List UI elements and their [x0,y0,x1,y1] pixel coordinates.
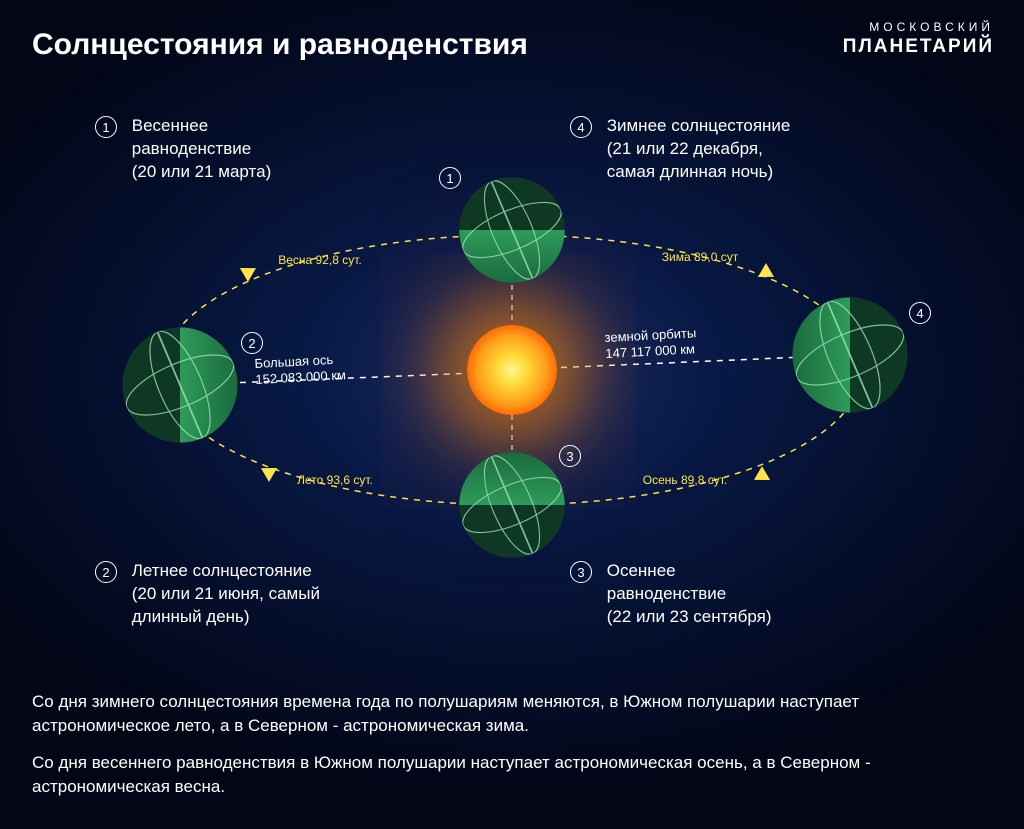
logo: МОСКОВСКИЙ ПЛАНЕТАРИЙ [843,20,994,58]
earth-1 [457,175,567,285]
label-2-num: 2 [95,561,117,583]
season-winter: Зима 89,0 сут [662,250,738,264]
page-title: Солнцестояния и равноденствия [32,28,528,62]
footer-p2: Со дня весеннего равноденствия в Южном п… [32,751,992,799]
label-1-title: Весеннееравноденствие [132,116,251,158]
season-autumn: Осень 89,8 сут. [643,473,727,487]
season-spring: Весна 92,8 сут. [278,253,362,267]
label-3-note: (22 или 23 сентября) [607,607,772,626]
label-4-num: 4 [570,116,592,138]
label-4-title: Зимнее солнцестояние [607,116,791,135]
label-3-title: Осеннееравноденствие [607,561,726,603]
label-4-note: (21 или 22 декабря,самая длинная ночь) [607,139,773,181]
orbit-diagram: 1 2 3 4 Весна 92,8 сут. Зима 89,0 сут Ле… [0,100,1024,640]
earth-badge-4: 4 [909,302,931,324]
orbit-arrow [261,461,281,482]
logo-line2: ПЛАНЕТАРИЙ [843,36,994,58]
axis-label-right: земной орбиты 147 117 000 км [604,325,697,361]
footer-text: Со дня зимнего солнцестояния времена год… [32,690,992,799]
season-summer: Лето 93,6 сут. [297,473,373,487]
footer-p1: Со дня зимнего солнцестояния времена год… [32,690,992,738]
axis-label-left: Большая ось 152 083 000 км [254,351,346,387]
label-1-note: (20 или 21 марта) [132,162,272,181]
label-2: 2 Летнее солнцестояние (20 или 21 июня, … [95,560,320,629]
label-3-num: 3 [570,561,592,583]
label-2-title: Летнее солнцестояние [132,561,312,580]
sun [467,325,557,415]
orbit-arrow [754,466,774,487]
earth-badge-2: 2 [241,332,263,354]
label-2-note: (20 или 21 июня, самыйдлинный день) [132,584,320,626]
label-3: 3 Осеннееравноденствие (22 или 23 сентяб… [570,560,772,629]
logo-line1: МОСКОВСКИЙ [843,20,994,34]
earth-3 [457,450,567,560]
earth-4 [790,295,910,415]
orbit-arrow [236,261,256,282]
orbit-arrow [754,263,774,284]
label-4: 4 Зимнее солнцестояние (21 или 22 декабр… [570,115,790,184]
earth-2 [120,325,240,445]
earth-badge-3: 3 [559,445,581,467]
label-1-num: 1 [95,116,117,138]
earth-badge-1: 1 [439,167,461,189]
label-1: 1 Весеннееравноденствие (20 или 21 марта… [95,115,271,184]
